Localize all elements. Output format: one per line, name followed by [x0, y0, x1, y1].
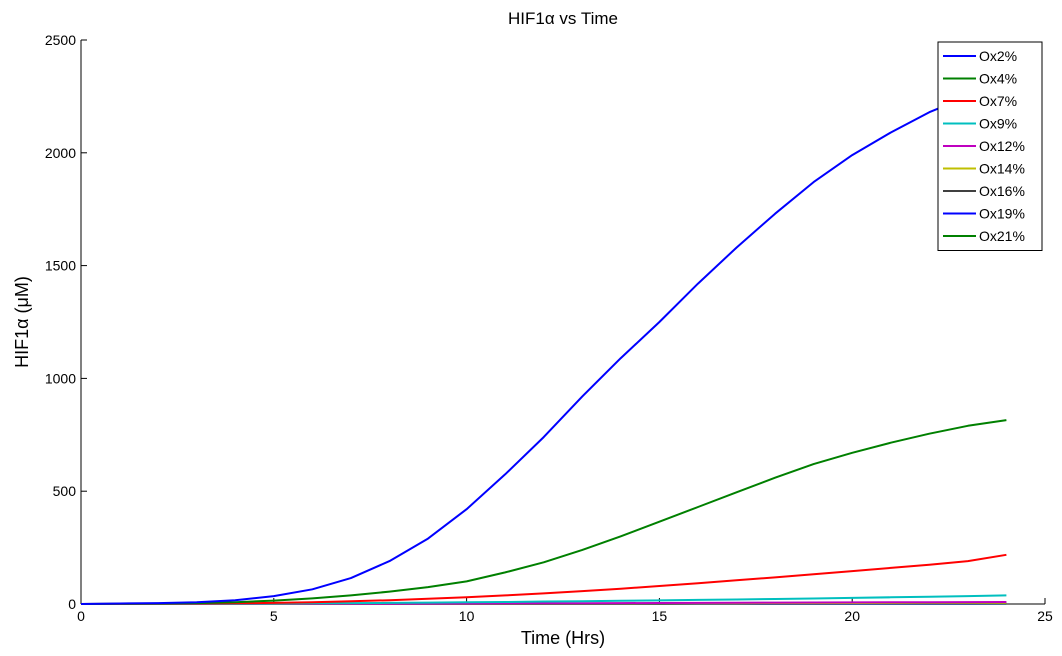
x-tick-label: 25 — [1037, 608, 1053, 624]
legend-label-ox2-: Ox2% — [979, 48, 1017, 64]
legend-label-ox4-: Ox4% — [979, 71, 1017, 87]
legend-label-ox19-: Ox19% — [979, 206, 1025, 222]
legend-label-ox7-: Ox7% — [979, 93, 1017, 109]
plot-area — [80, 40, 1045, 605]
legend-label-ox16-: Ox16% — [979, 183, 1025, 199]
series-line-ox2- — [80, 84, 1007, 605]
x-tick-label: 20 — [844, 608, 860, 624]
x-tick-label: 5 — [270, 608, 278, 624]
x-tick-label: 0 — [77, 608, 85, 624]
y-axis-title: HIF1α (μM) — [12, 276, 32, 368]
x-tick-label: 10 — [459, 608, 475, 624]
y-tick-label: 1500 — [45, 258, 76, 274]
legend-label-ox21-: Ox21% — [979, 228, 1025, 244]
series-lines — [80, 84, 1007, 605]
y-tick-label: 1000 — [45, 370, 76, 386]
x-axis-title: Time (Hrs) — [521, 628, 605, 648]
y-tick-label: 2000 — [45, 145, 76, 161]
y-axis-ticks: 0 500 1000 1500 2000 2500 — [45, 32, 87, 612]
y-tick-label: 0 — [68, 596, 76, 612]
x-axis-ticks: 0 5 10 15 20 25 — [77, 598, 1053, 624]
chart-title: HIF1α vs Time — [508, 9, 618, 28]
series-line-ox4- — [80, 419, 1007, 605]
y-tick-label: 500 — [53, 483, 77, 499]
legend-label-ox12-: Ox12% — [979, 138, 1025, 154]
legend-label-ox14-: Ox14% — [979, 161, 1025, 177]
legend: Ox2% Ox4% Ox7% Ox9% Ox12% Ox14% Ox16% Ox19% Ox21… — [937, 41, 1043, 251]
series-line-ox7- — [80, 553, 1007, 605]
legend-label-ox9-: Ox9% — [979, 116, 1017, 132]
legend-items: Ox2% Ox4% Ox7% Ox9% Ox12% Ox14% Ox16% Ox19% Ox21… — [943, 48, 1025, 244]
y-tick-label: 2500 — [45, 32, 76, 48]
x-tick-label: 15 — [652, 608, 668, 624]
